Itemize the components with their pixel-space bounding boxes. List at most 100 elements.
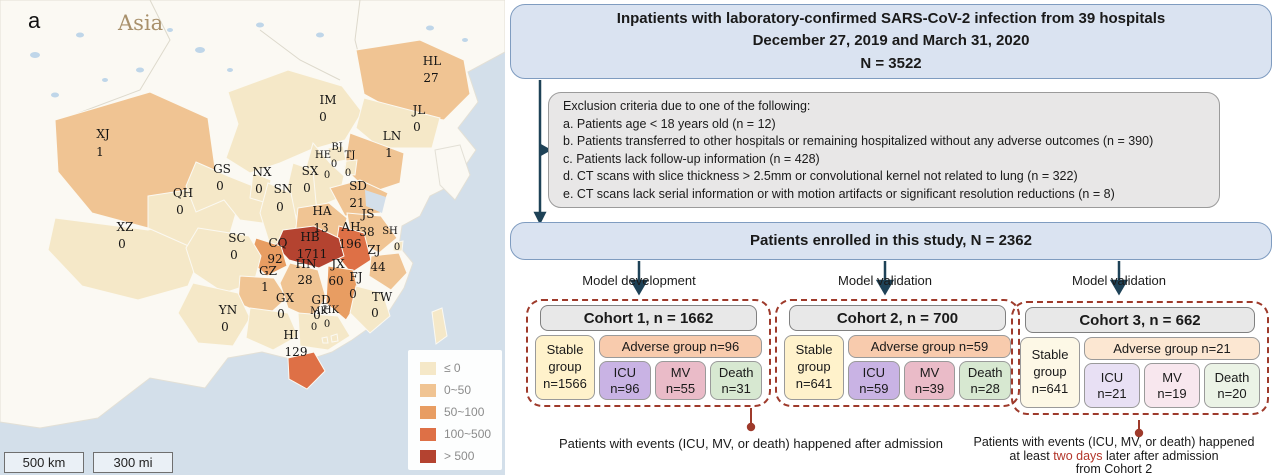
legend-row-3: 100~500 <box>420 423 502 445</box>
exclusion-item-b: b. Patients transferred to other hospita… <box>563 134 1154 149</box>
legend-row-0: ≤ 0 <box>420 357 502 379</box>
province-label-HI: HI <box>283 328 298 342</box>
exclusion-title: Exclusion criteria due to one of the fol… <box>563 99 811 113</box>
province-label-HE: HE <box>315 150 331 161</box>
panel-label: a <box>28 8 41 33</box>
province-label-QH: QH <box>173 186 193 200</box>
legend-swatch-icon <box>420 405 436 419</box>
province-label-YN: YN <box>218 303 237 317</box>
china-map-panel: XJ 1 XZ 0 QH 0 GS 0 NX 0 IM 0 HL 27 JL 0 LN 1 BJ 0 TJ 0 HE 0 SX 0… <box>0 0 505 475</box>
province-HL <box>355 39 471 121</box>
province-label-IM: IM <box>319 93 336 107</box>
exclusion-item-d: d. CT scans with slice thickness > 2.5mm… <box>563 169 1078 184</box>
province-label-HA: HA <box>312 204 331 218</box>
province-value-JL: 0 <box>413 120 421 134</box>
province-value-HB: 1711 <box>297 247 328 261</box>
province-label-XZ: XZ <box>117 220 134 234</box>
province-label-JX: JX <box>329 257 345 271</box>
province-FJ <box>349 285 391 334</box>
province-value-JX: 60 <box>328 274 343 288</box>
province-label-BJ: BJ <box>331 142 342 153</box>
cohort2-stable-box: Stable group n=641 <box>784 335 844 400</box>
legend-label: 100~500 <box>444 427 492 441</box>
province-value-HA: 13 <box>313 221 328 235</box>
province-label-JL: JL <box>411 103 426 117</box>
cohort2-body: Stable group n=641 Adverse group n=59 IC… <box>777 331 1018 405</box>
two-days-highlight: two days <box>1053 448 1103 463</box>
province-YN <box>177 282 251 347</box>
annotation1-dot-icon <box>746 422 756 432</box>
scalebar-km: 500 km <box>4 452 84 473</box>
province-label-GX: GX <box>276 291 295 305</box>
province-HK <box>330 333 339 343</box>
legend-label: ≤ 0 <box>444 361 461 375</box>
province-value-HK: 0 <box>324 319 330 330</box>
province-value-SD: 21 <box>349 196 364 210</box>
cohort1-adverse-col: Adverse group n=96 ICU n=96 MV n=55 Deat… <box>599 335 763 400</box>
cohort1-adverse-box: Adverse group n=96 <box>599 335 762 358</box>
legend-row-1: 0~50 <box>420 379 502 401</box>
cohort1-outcomes: ICU n=96 MV n=55 Death n=31 <box>599 361 763 400</box>
province-label-AH: AH <box>340 220 360 234</box>
legend-row-4: > 500 <box>420 445 502 467</box>
top-population-box: Inpatients with laboratory-confirmed SAR… <box>510 4 1272 79</box>
legend-label: > 500 <box>444 449 475 463</box>
province-value-SH: 0 <box>394 242 400 253</box>
legend-swatch-icon <box>420 361 436 375</box>
province-SH <box>392 240 404 252</box>
lakes <box>30 22 468 98</box>
province-value-CQ: 92 <box>267 252 282 266</box>
province-BJ <box>327 145 347 164</box>
cohort3-death-box: Death n=20 <box>1204 363 1260 408</box>
cohort1-icu-box: ICU n=96 <box>599 361 651 400</box>
annotation2-dot-icon <box>1134 428 1144 438</box>
cohort3-group: Cohort 3, n = 662 Stable group n=641 Adv… <box>1011 301 1269 415</box>
province-label-SX: SX <box>302 164 319 178</box>
cohort3-icu-box: ICU n=21 <box>1084 363 1140 408</box>
province-LN <box>343 132 405 194</box>
annotation2-line3: from Cohort 2 <box>1075 462 1153 475</box>
province-value-SX: 0 <box>303 181 311 195</box>
arrowhead-down-icon <box>533 211 547 225</box>
province-TJ <box>343 159 358 176</box>
legend-row-2: 50~100 <box>420 401 502 423</box>
exclusion-item-c: c. Patients lack follow-up information (… <box>563 151 820 166</box>
scalebar-mi: 300 mi <box>93 452 173 473</box>
province-value-HE: 0 <box>324 170 330 181</box>
province-value-XJ: 1 <box>96 145 104 159</box>
province-value-IM: 0 <box>319 110 327 124</box>
cohort1-group: Cohort 1, n = 1662 Stable group n=1566 A… <box>526 299 771 407</box>
enrolled-box: Patients enrolled in this study, N = 236… <box>510 222 1272 260</box>
exclusion-item-e: e. CT scans lack serial information or w… <box>563 186 1115 201</box>
cohort3-mv-box: MV n=19 <box>1144 363 1200 408</box>
enrolled-text: Patients enrolled in this study, N = 236… <box>750 231 1032 249</box>
arrowhead-branch2-icon <box>875 279 895 296</box>
region-label: Asia <box>117 11 163 35</box>
branch-label-validation2: Model validation <box>1072 273 1166 288</box>
province-value-AH: 196 <box>339 237 362 251</box>
branch-label-validation1: Model validation <box>838 273 932 288</box>
province-label-SH: SH <box>382 226 398 237</box>
cohort2-adverse-box: Adverse group n=59 <box>848 335 1011 358</box>
annotation-two-days: Patients with events (ICU, MV, or death)… <box>953 435 1275 475</box>
province-value-GZ: 1 <box>261 280 269 294</box>
cohort2-group: Cohort 2, n = 700 Stable group n=641 Adv… <box>775 299 1020 407</box>
map-legend: ≤ 0 0~50 50~100 100~500 > 500 <box>408 350 502 470</box>
flow-connectors <box>533 80 1144 438</box>
province-value-HI: 129 <box>285 345 308 359</box>
province-value-QH: 0 <box>176 203 184 217</box>
enrollment-flowchart: Inpatients with laboratory-confirmed SAR… <box>505 0 1278 475</box>
cohort1-stable-box: Stable group n=1566 <box>535 335 595 400</box>
legend-label: 0~50 <box>444 383 472 397</box>
province-label-MK: MK <box>310 306 328 317</box>
province-label-HK: HK <box>323 305 340 316</box>
top-box-line3: N = 3522 <box>860 54 922 72</box>
province-value-TJ: 0 <box>345 168 351 179</box>
province-ZJ <box>368 252 408 291</box>
province-label-GD: GD <box>311 293 330 307</box>
province-label-JS: JS <box>359 207 374 221</box>
province-label-GZ: GZ <box>259 264 277 278</box>
province-JL <box>355 97 441 149</box>
province-label-HL: HL <box>423 54 441 68</box>
